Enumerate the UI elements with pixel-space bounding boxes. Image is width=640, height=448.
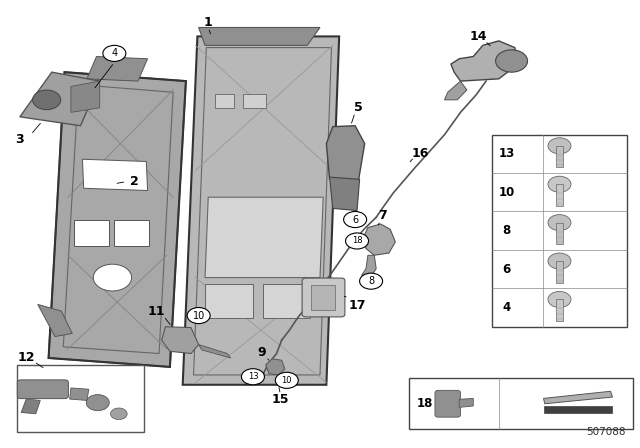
Polygon shape [87,56,148,81]
Text: 10: 10 [193,310,205,321]
Text: 6: 6 [502,263,511,276]
Circle shape [275,372,298,388]
Text: 6: 6 [352,215,358,224]
Text: 11: 11 [147,305,164,318]
Bar [556,223,563,244]
Text: 4: 4 [111,48,117,58]
Circle shape [93,264,132,291]
Text: 10: 10 [499,186,515,199]
Polygon shape [49,72,186,367]
Polygon shape [20,72,100,126]
Text: 8: 8 [368,276,374,286]
Polygon shape [330,177,360,211]
Polygon shape [214,95,234,108]
Polygon shape [460,398,473,407]
Bar [262,284,310,318]
Circle shape [86,395,109,411]
Polygon shape [71,81,100,112]
Polygon shape [198,345,230,358]
Circle shape [344,211,367,228]
Polygon shape [162,327,198,353]
Bar [115,220,150,246]
Text: 2: 2 [131,175,139,188]
Text: 17: 17 [348,299,366,312]
Bar [543,405,612,413]
Circle shape [33,90,61,110]
Text: 15: 15 [271,392,289,405]
Text: 5: 5 [354,101,363,114]
Text: 18: 18 [417,397,433,410]
Bar [205,284,253,318]
Polygon shape [83,159,148,190]
Polygon shape [70,388,89,401]
Circle shape [111,408,127,420]
Circle shape [346,233,369,249]
Polygon shape [21,399,40,414]
Polygon shape [198,27,320,45]
Text: 4: 4 [502,301,511,314]
Text: 3: 3 [15,133,24,146]
Circle shape [548,176,571,192]
FancyBboxPatch shape [435,390,461,417]
Bar [74,220,109,246]
Bar [556,261,563,283]
Polygon shape [243,95,266,108]
Polygon shape [182,36,339,385]
Circle shape [360,273,383,289]
Text: 1: 1 [204,16,212,29]
Text: 13: 13 [248,372,259,381]
Circle shape [187,307,210,323]
Circle shape [548,292,571,307]
Text: 8: 8 [502,224,511,237]
Bar [17,365,145,432]
Circle shape [548,138,571,154]
Circle shape [495,50,527,72]
Text: 10: 10 [282,376,292,385]
Text: 7: 7 [378,210,387,223]
Bar [556,146,563,167]
FancyBboxPatch shape [17,380,68,399]
Circle shape [548,215,571,231]
Circle shape [548,253,571,269]
Circle shape [241,369,264,385]
Bar [556,299,563,321]
Text: 14: 14 [470,30,487,43]
Polygon shape [445,81,467,100]
Bar [410,378,633,430]
FancyBboxPatch shape [302,278,345,317]
Bar [311,285,335,310]
Polygon shape [362,255,376,277]
Text: 13: 13 [499,147,515,160]
Polygon shape [38,304,72,336]
Polygon shape [364,224,396,255]
Text: 18: 18 [352,237,362,246]
Polygon shape [451,41,518,81]
Polygon shape [205,197,323,278]
Polygon shape [266,359,285,375]
Polygon shape [543,391,612,404]
Text: 9: 9 [257,346,266,359]
Polygon shape [326,126,365,181]
Text: 16: 16 [412,147,429,160]
Text: 507088: 507088 [586,427,625,438]
Bar [492,135,627,327]
Bar [556,184,563,206]
Text: 12: 12 [17,352,35,365]
Circle shape [103,45,126,61]
